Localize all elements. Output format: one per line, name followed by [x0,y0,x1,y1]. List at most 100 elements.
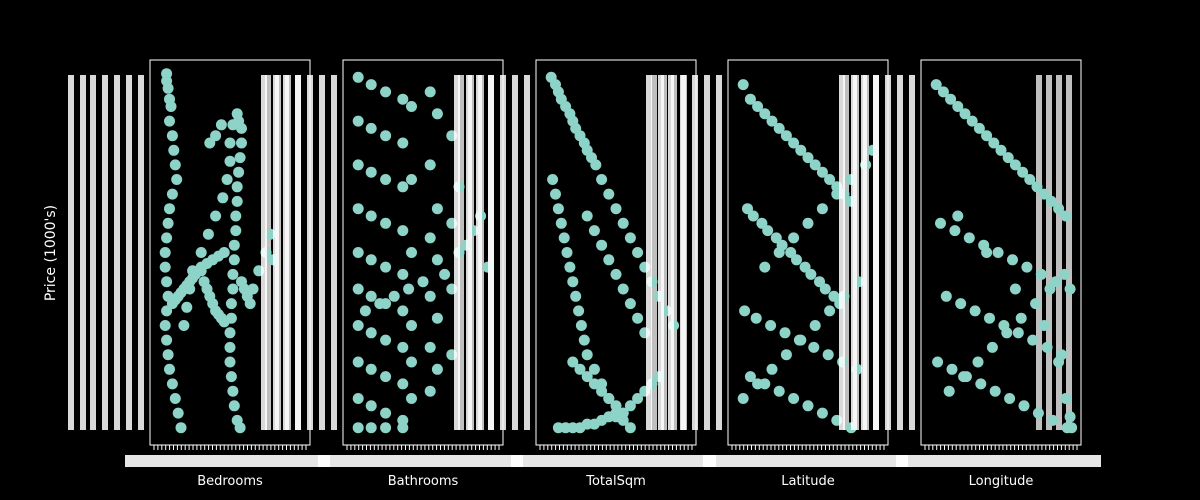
data-point [802,152,814,164]
data-point [809,159,821,171]
y-tick-column [138,75,144,430]
data-point [224,155,236,167]
data-point [1021,261,1033,273]
data-point [161,276,173,288]
data-point [161,232,173,244]
data-point [1024,174,1036,185]
data-point [1041,341,1053,353]
data-point [816,203,828,215]
data-point [169,393,181,404]
data-point [431,312,443,324]
data-point [1038,188,1050,200]
data-point [780,130,792,142]
data-point [588,378,600,390]
data-point [175,422,187,434]
data-point [380,334,392,346]
data-point [352,115,364,127]
data-point [981,247,993,258]
data-point [166,378,178,390]
data-point [1027,334,1039,346]
data-point [1012,327,1024,339]
data-point [388,290,400,302]
data-point [365,290,377,302]
y-tick-column [704,75,710,430]
data-point [380,130,392,142]
y-tick-column [651,75,657,430]
y-tick-column [1046,75,1052,430]
y-tick-column [909,75,915,430]
data-point [969,305,981,317]
data-point [581,371,593,383]
data-point [973,122,985,134]
data-point [1031,181,1043,193]
data-point [632,247,644,258]
data-point [228,239,240,251]
data-point [805,268,817,280]
y-tick-column [885,75,891,430]
data-point [816,407,828,419]
data-point [561,247,573,258]
data-point [596,385,608,397]
data-point [397,305,409,317]
data-point [162,217,174,229]
data-point [952,210,964,222]
data-point [570,290,582,302]
data-point [574,363,586,375]
data-point [221,174,233,185]
data-point [558,232,570,244]
data-point [195,247,207,258]
data-point [610,268,622,280]
data-point [1047,414,1059,426]
data-point [1009,159,1021,171]
data-point [431,203,443,215]
data-point [171,174,183,185]
data-point [365,166,377,178]
data-point [359,305,371,317]
data-point [744,371,756,383]
data-point [550,188,561,200]
data-point [166,188,178,200]
data-point [575,320,587,331]
data-point [1030,298,1042,310]
data-point [802,217,814,229]
data-point [624,232,636,244]
data-point [802,400,814,412]
data-point [162,349,174,361]
data-point [759,108,771,120]
data-point [624,298,636,310]
data-point [773,122,785,134]
data-point [1035,268,1047,280]
y-tick-column [658,75,664,430]
data-point [1053,356,1065,368]
data-point [417,276,429,288]
data-point [822,349,834,361]
data-point [1015,312,1027,324]
y-tick-column [668,75,674,430]
y-tick-column [476,75,482,430]
data-point [617,217,629,229]
data-point [940,290,952,302]
data-point [981,130,993,142]
data-point [365,122,377,134]
data-point [224,327,236,339]
data-point [816,166,828,178]
data-point [424,232,436,244]
data-point [564,261,576,273]
data-point [573,305,585,317]
data-point [380,407,392,419]
data-point [406,101,417,112]
axes-frame [920,59,1082,446]
data-point [949,225,961,237]
data-point [1060,393,1072,404]
data-point [224,137,236,149]
data-point [1038,320,1050,331]
data-point [773,247,785,258]
data-point [932,356,944,368]
data-point [164,115,175,127]
y-tick-column [851,75,857,430]
x-axis-label: Bathrooms [388,474,459,489]
data-point [217,192,229,204]
data-point [955,298,967,310]
data-point [1053,203,1065,215]
data-point [596,174,608,185]
